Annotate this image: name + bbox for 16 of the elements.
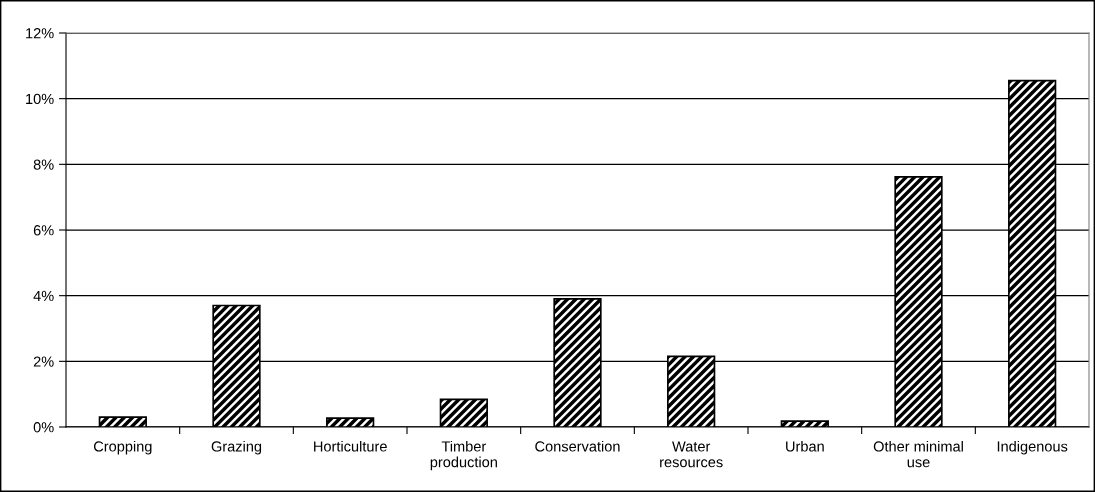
x-tick-label: Other minimal use — [873, 440, 963, 468]
x-tick-label: Grazing — [211, 440, 262, 455]
x-tick-label: Conservation — [535, 440, 620, 452]
y-tick-label: 0% — [33, 422, 54, 433]
x-tick-label: Water resources — [660, 441, 723, 468]
y-tick-label: 6% — [33, 225, 54, 236]
x-tick-label: Cropping — [93, 440, 152, 455]
y-tick-label: 8% — [33, 159, 54, 170]
x-tick-label: Horticulture — [314, 440, 387, 452]
y-tick-label: 4% — [33, 290, 54, 302]
y-tick-label: 10% — [26, 93, 54, 105]
y-tick-label: 12% — [26, 28, 54, 39]
x-tick-label: Timber production — [430, 440, 497, 471]
x-tick-label: Urban — [786, 440, 824, 452]
y-tick-label: 2% — [33, 356, 54, 367]
x-tick-label: Indigenous — [997, 440, 1068, 455]
